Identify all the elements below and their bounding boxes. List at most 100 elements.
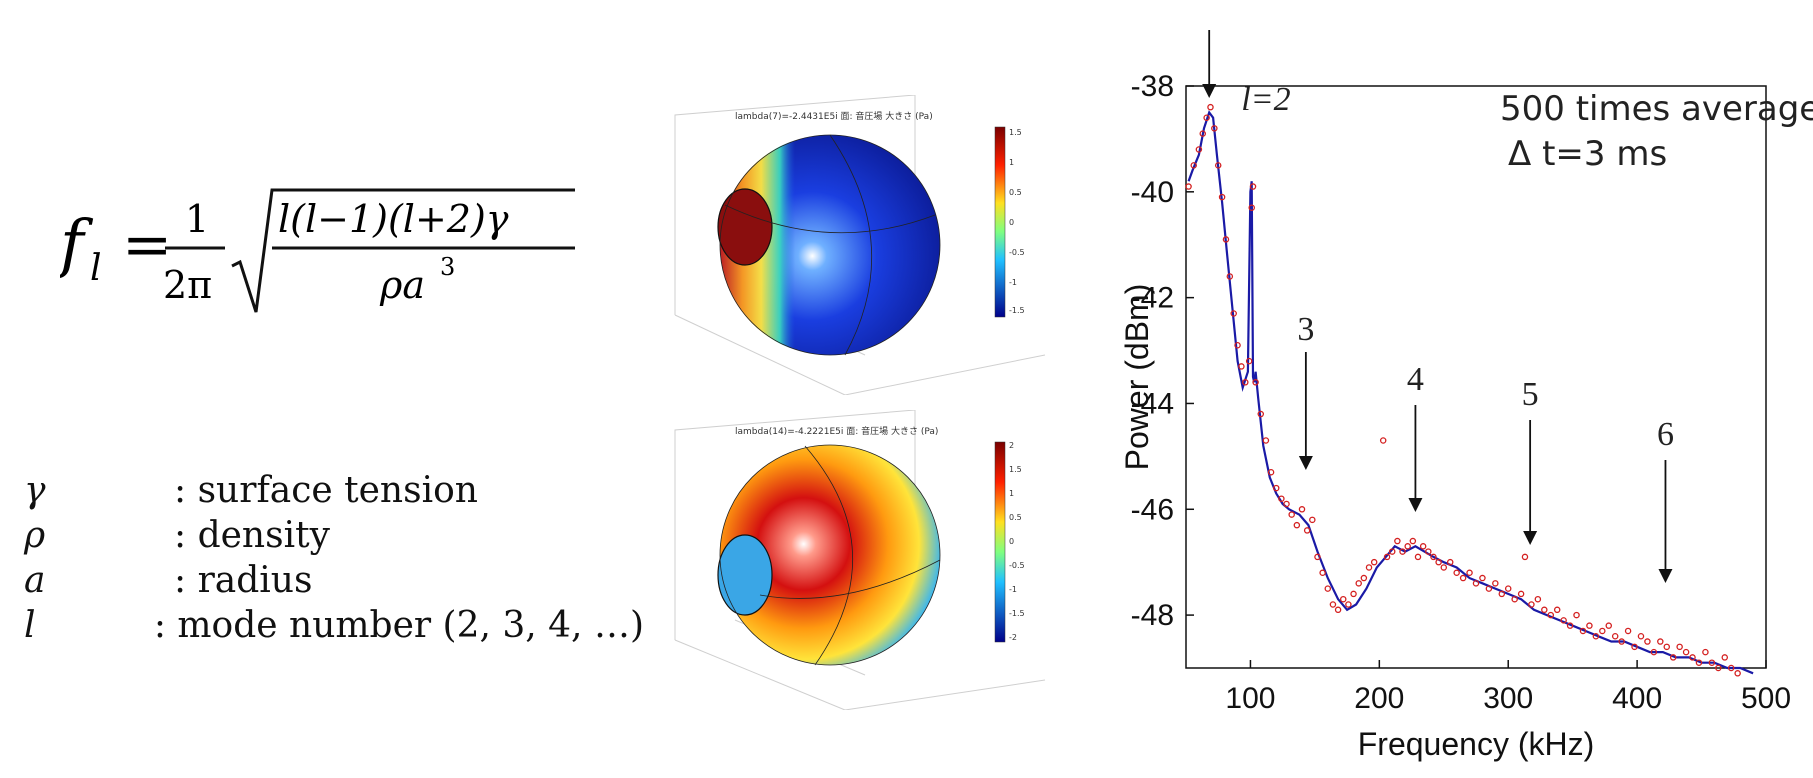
colorbar-tick: -1: [1009, 278, 1017, 287]
data-point: [1472, 580, 1480, 587]
data-point: [1682, 648, 1690, 656]
data-point: [1218, 193, 1226, 201]
data-point: [1329, 601, 1337, 608]
x-tick-label: 500: [1741, 682, 1791, 715]
formula-inner-den: ρa: [379, 263, 425, 307]
data-point: [1262, 437, 1270, 444]
data-point: [1283, 500, 1290, 508]
data-point: [1298, 506, 1306, 513]
mode-arrowhead: [1408, 498, 1423, 512]
data-point: [1309, 516, 1316, 524]
formula-lhs-sub: l: [90, 248, 102, 289]
data-point: [1303, 527, 1311, 534]
data-point: [1599, 627, 1606, 635]
data-point: [1388, 548, 1396, 555]
data-point: [1453, 569, 1460, 577]
data-point: [1293, 521, 1301, 529]
data-point: [1257, 410, 1265, 418]
formula-inner-den-exp: 3: [440, 253, 455, 281]
data-point: [1695, 659, 1703, 666]
legend-row: γ : surface tension: [24, 470, 644, 515]
data-point: [1272, 484, 1280, 492]
mode-arrowhead: [1298, 456, 1313, 470]
formula-lhs: f: [60, 207, 94, 281]
legend-symbol: ρ: [24, 515, 46, 556]
data-point: [1399, 548, 1406, 555]
legend-row: l : mode number (2, 3, 4, …): [24, 605, 644, 650]
data-point: [1226, 273, 1234, 280]
data-point: [1211, 125, 1218, 132]
mode-label: 4: [1407, 361, 1424, 398]
x-tick-label: 300: [1483, 682, 1533, 715]
data-point: [1624, 627, 1632, 635]
data-point: [1566, 622, 1574, 629]
data-point: [1278, 495, 1285, 502]
mode-frequency-formula: f l = 1 2π l(l−1)(l+2)γ ρa 3: [60, 188, 575, 313]
colorbar-tick: -1.5: [1009, 609, 1025, 618]
data-point: [1663, 643, 1671, 651]
data-point: [1195, 146, 1203, 153]
legend-row: ρ : density: [24, 515, 644, 560]
data-point: [1319, 569, 1326, 577]
data-point: [1345, 601, 1352, 608]
formula-inner-num: l(l−1)(l+2)γ: [278, 197, 509, 241]
data-point: [1676, 643, 1683, 651]
data-point: [1618, 638, 1625, 645]
colorbar-tick: -0.5: [1009, 561, 1025, 570]
colorbar-tick: 1: [1009, 489, 1014, 498]
x-tick-label: 100: [1225, 682, 1275, 715]
data-point: [1708, 659, 1716, 666]
y-axis-label: Power (dBm): [1119, 284, 1155, 471]
legend-symbol: l: [24, 605, 36, 646]
data-point: [1547, 611, 1555, 619]
mode-arrowhead: [1658, 569, 1673, 583]
data-point: [1238, 363, 1245, 370]
data-point: [1355, 580, 1362, 587]
data-point: [1637, 633, 1645, 640]
legend-description: : density: [174, 515, 330, 556]
data-point: [1541, 606, 1548, 614]
data-point: [1314, 553, 1321, 561]
data-point: [1409, 537, 1417, 545]
data-point: [1644, 638, 1651, 645]
data-point: [1419, 543, 1427, 550]
colorbar-tick: 1.5: [1009, 128, 1022, 137]
annotation-average: 500 times average: [1500, 89, 1813, 129]
data-point: [1414, 553, 1422, 561]
y-tick-label: -40: [1131, 176, 1174, 209]
legend-description: : mode number (2, 3, 4, …): [153, 605, 644, 646]
data-point: [1430, 553, 1437, 561]
mode-arrowhead: [1202, 84, 1217, 98]
y-tick-label: -38: [1131, 70, 1174, 103]
y-tick-label: -48: [1131, 599, 1174, 632]
data-point: [1203, 114, 1210, 121]
data-point: [1425, 548, 1432, 555]
data-point: [1394, 537, 1401, 545]
data-point: [1404, 543, 1411, 550]
data-point: [1379, 437, 1387, 444]
legend-description: : radius: [174, 560, 313, 601]
formula-sqrt-sign: [231, 188, 575, 313]
annotation-dt: Δ t=3 ms: [1508, 134, 1667, 174]
data-point: [1528, 601, 1535, 608]
data-point: [1185, 183, 1192, 190]
formula-equals: =: [122, 210, 172, 280]
colorbar-tick: 0.5: [1009, 513, 1022, 522]
data-point: [1365, 564, 1373, 571]
symbol-legend: γ : surface tension ρ : density a : radi…: [24, 470, 644, 650]
data-point: [1669, 654, 1677, 661]
data-point: [1492, 580, 1499, 587]
data-point: [1324, 585, 1332, 592]
data-point: [1199, 130, 1207, 137]
legend-row: a : radius: [24, 560, 644, 605]
data-point: [1517, 590, 1525, 598]
data-point: [1242, 379, 1249, 386]
simulation-plot-mode-3: lambda(7)=-2.4431E5i 面: 音圧場 大きさ (Pa): [665, 94, 1065, 396]
data-point: [1222, 236, 1230, 243]
data-point: [1511, 595, 1518, 603]
data-point: [1534, 595, 1542, 603]
data-point: [1267, 468, 1275, 476]
colorbar-tick: -0.5: [1009, 248, 1025, 257]
simulation-sphere-render: 2 1.5 1 0.5 0 -0.5 -1 -1.5 -2: [674, 409, 1046, 711]
mode-label: 3: [1297, 311, 1314, 348]
